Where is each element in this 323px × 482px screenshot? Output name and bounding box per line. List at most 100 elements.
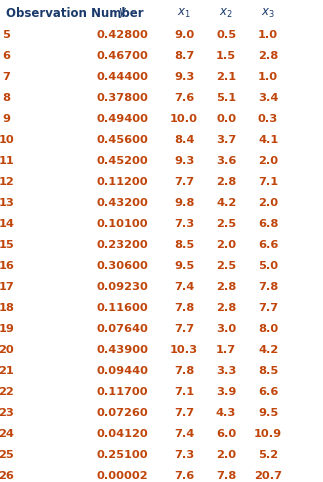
Text: 10.0: 10.0 [170,114,198,124]
Text: 0.04120: 0.04120 [97,429,149,439]
Text: 8.4: 8.4 [174,135,194,145]
Text: 7.1: 7.1 [174,387,194,397]
Text: 7.6: 7.6 [174,93,194,103]
Text: 9.3: 9.3 [174,72,194,82]
Text: 10.9: 10.9 [254,429,282,439]
Text: 9.3: 9.3 [174,156,194,166]
Text: 7.7: 7.7 [174,408,194,418]
Text: 7.6: 7.6 [174,471,194,481]
Text: 3.3: 3.3 [216,366,236,376]
Text: 11: 11 [0,156,14,166]
Text: 0.11700: 0.11700 [97,387,149,397]
Text: 2.5: 2.5 [216,261,236,271]
Text: 8.7: 8.7 [174,51,194,61]
Text: 6.0: 6.0 [216,429,236,439]
Text: 6: 6 [3,51,10,61]
Text: 7.7: 7.7 [174,324,194,334]
Text: 1.0: 1.0 [258,72,278,82]
Text: 0.07640: 0.07640 [97,324,149,334]
Text: Observation Number: Observation Number [6,7,144,20]
Text: 6.8: 6.8 [258,219,278,229]
Text: 6.6: 6.6 [258,387,278,397]
Text: 0.42800: 0.42800 [97,30,149,40]
Text: 24: 24 [0,429,15,439]
Text: 1.0: 1.0 [258,30,278,40]
Text: 2.1: 2.1 [216,72,236,82]
Text: 2.8: 2.8 [216,303,236,313]
Text: 8.5: 8.5 [258,366,278,376]
Text: 9.0: 9.0 [174,30,194,40]
Text: 5.1: 5.1 [216,93,236,103]
Text: 7.8: 7.8 [258,282,278,292]
Text: 23: 23 [0,408,15,418]
Text: 17: 17 [0,282,14,292]
Text: 9.5: 9.5 [258,408,278,418]
Text: 2.8: 2.8 [258,51,278,61]
Text: 4.3: 4.3 [216,408,236,418]
Text: 7.3: 7.3 [174,219,194,229]
Text: 3.4: 3.4 [258,93,278,103]
Text: 0.45600: 0.45600 [97,135,149,145]
Text: 8.0: 8.0 [258,324,278,334]
Text: 7.4: 7.4 [174,282,194,292]
Text: 7: 7 [3,72,10,82]
Text: 18: 18 [0,303,15,313]
Text: $y$: $y$ [118,6,128,21]
Text: 2.8: 2.8 [216,177,236,187]
Text: 4.2: 4.2 [216,198,236,208]
Text: 0.43900: 0.43900 [97,345,149,355]
Text: 0.09230: 0.09230 [97,282,149,292]
Text: 3.9: 3.9 [216,387,236,397]
Text: 9.5: 9.5 [174,261,194,271]
Text: 0.07260: 0.07260 [97,408,149,418]
Text: 1.5: 1.5 [216,51,236,61]
Text: 0.5: 0.5 [216,30,236,40]
Text: 3.0: 3.0 [216,324,236,334]
Text: 0.00002: 0.00002 [97,471,149,481]
Text: 14: 14 [0,219,15,229]
Text: 0.11200: 0.11200 [97,177,149,187]
Text: 0.43200: 0.43200 [97,198,149,208]
Text: 0.44400: 0.44400 [97,72,149,82]
Text: 0.10100: 0.10100 [97,219,149,229]
Text: 2.0: 2.0 [258,156,278,166]
Text: 0.37800: 0.37800 [97,93,149,103]
Text: 0.25100: 0.25100 [97,450,149,460]
Text: 7.8: 7.8 [216,471,236,481]
Text: 22: 22 [0,387,14,397]
Text: 5: 5 [3,30,10,40]
Text: 16: 16 [0,261,15,271]
Text: 0.45200: 0.45200 [97,156,149,166]
Text: 9.8: 9.8 [174,198,194,208]
Text: 5.0: 5.0 [258,261,278,271]
Text: 13: 13 [0,198,15,208]
Text: 7.8: 7.8 [174,303,194,313]
Text: 5.2: 5.2 [258,450,278,460]
Text: 2.0: 2.0 [216,240,236,250]
Text: 6.6: 6.6 [258,240,278,250]
Text: 9: 9 [3,114,10,124]
Text: $x_3$: $x_3$ [261,7,275,20]
Text: $x_1$: $x_1$ [177,7,191,20]
Text: 3.7: 3.7 [216,135,236,145]
Text: 0.09440: 0.09440 [97,366,149,376]
Text: 2.5: 2.5 [216,219,236,229]
Text: 2.0: 2.0 [258,198,278,208]
Text: 20: 20 [0,345,14,355]
Text: 2.8: 2.8 [216,282,236,292]
Text: 7.7: 7.7 [174,177,194,187]
Text: 0.0: 0.0 [216,114,236,124]
Text: 4.2: 4.2 [258,345,278,355]
Text: 21: 21 [0,366,14,376]
Text: 7.4: 7.4 [174,429,194,439]
Text: 0.3: 0.3 [258,114,278,124]
Text: 4.1: 4.1 [258,135,278,145]
Text: 7.7: 7.7 [258,303,278,313]
Text: 0.49400: 0.49400 [97,114,149,124]
Text: 7.3: 7.3 [174,450,194,460]
Text: 0.30600: 0.30600 [97,261,149,271]
Text: 7.1: 7.1 [258,177,278,187]
Text: 0.23200: 0.23200 [97,240,149,250]
Text: 25: 25 [0,450,14,460]
Text: 1.7: 1.7 [216,345,236,355]
